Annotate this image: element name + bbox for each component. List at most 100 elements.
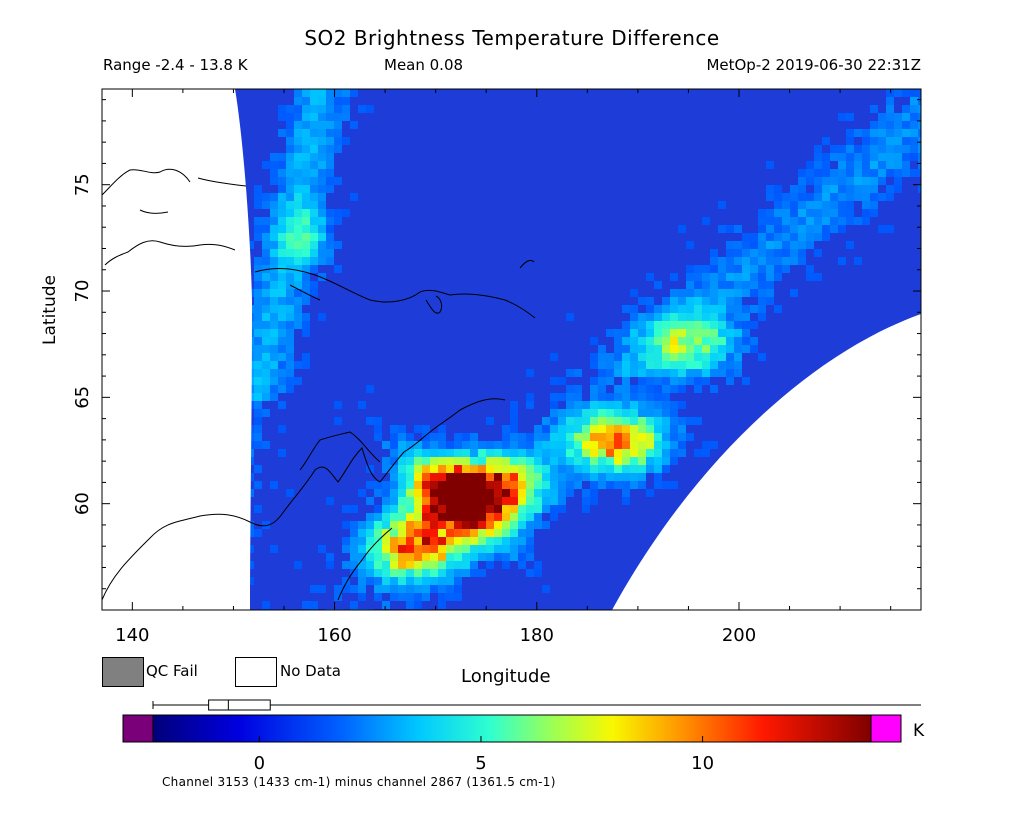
plot-frame (101, 88, 922, 611)
data-cell (454, 569, 462, 577)
data-cell (606, 409, 614, 417)
data-cell (638, 313, 646, 321)
data-cell (422, 441, 430, 449)
data-cell (646, 305, 654, 313)
data-cell (870, 137, 878, 145)
data-cell (870, 209, 878, 217)
data-cell (894, 145, 902, 153)
data-cell (582, 425, 590, 433)
data-cell (302, 249, 310, 257)
data-cell (566, 425, 574, 433)
data-cell (598, 457, 606, 465)
data-cell (662, 345, 670, 353)
data-cell (638, 401, 646, 409)
data-cell (286, 145, 294, 153)
data-cell (270, 353, 278, 361)
data-cell (406, 497, 414, 505)
data-cell (590, 441, 598, 449)
data-cell (798, 217, 806, 225)
data-cell (798, 241, 806, 249)
data-cell (454, 457, 462, 465)
data-cell (334, 241, 342, 249)
data-cell (390, 553, 398, 561)
data-cell (774, 217, 782, 225)
data-cell (462, 465, 470, 473)
data-cell (574, 425, 582, 433)
data-cell (374, 553, 382, 561)
data-cell (622, 337, 630, 345)
data-cell (278, 225, 286, 233)
data-cell (254, 273, 262, 281)
data-cell (454, 529, 462, 537)
data-cell (478, 465, 486, 473)
data-cell (822, 209, 830, 217)
data-cell (862, 209, 870, 217)
data-cell (518, 481, 526, 489)
data-cell (366, 497, 374, 505)
data-cell (606, 353, 614, 361)
data-cell (774, 305, 782, 313)
data-cell (430, 465, 438, 473)
data-cell (910, 97, 918, 105)
data-cell (598, 401, 606, 409)
data-cell (918, 161, 921, 169)
data-cell (758, 305, 766, 313)
data-cell (694, 321, 702, 329)
data-cell (462, 449, 470, 457)
data-cell (326, 185, 334, 193)
data-cell (638, 449, 646, 457)
data-cell (694, 377, 702, 385)
data-cell (278, 281, 286, 289)
data-cell (654, 337, 662, 345)
data-cell (862, 145, 870, 153)
data-cell (342, 137, 350, 145)
data-cell (422, 585, 430, 593)
data-cell (574, 481, 582, 489)
data-cell (742, 313, 750, 321)
data-cell (310, 233, 318, 241)
data-cell (622, 409, 630, 417)
data-cell (734, 281, 742, 289)
data-cell (710, 369, 718, 377)
data-cell (390, 457, 398, 465)
data-cell (398, 497, 406, 505)
data-cell (254, 313, 262, 321)
data-cell (462, 569, 470, 577)
coastline (299, 431, 381, 471)
data-cell (798, 185, 806, 193)
data-cell (814, 169, 822, 177)
data-cell (398, 513, 406, 521)
data-cell (414, 457, 422, 465)
data-cell (310, 129, 318, 137)
data-cell (294, 297, 302, 305)
data-cell (886, 145, 894, 153)
data-cell (398, 505, 406, 513)
data-cell (262, 385, 270, 393)
data-cell (694, 361, 702, 369)
data-cell (398, 465, 406, 473)
data-cell (406, 481, 414, 489)
data-cell (894, 113, 902, 121)
data-cell (718, 345, 726, 353)
data-cell (526, 489, 534, 497)
data-cell (902, 153, 910, 161)
data-cell (270, 345, 278, 353)
data-cell (310, 169, 318, 177)
data-cell (902, 137, 910, 145)
data-cell (270, 369, 278, 377)
data-cell (582, 457, 590, 465)
data-cell (326, 121, 334, 129)
data-cell (350, 89, 358, 97)
data-cell (406, 465, 414, 473)
data-cell (398, 521, 406, 529)
data-cell (670, 481, 678, 489)
data-cell (286, 137, 294, 145)
data-cell (470, 481, 478, 489)
data-cell (542, 521, 550, 529)
data-cell (870, 177, 878, 185)
data-cell (254, 433, 262, 441)
data-cell (566, 417, 574, 425)
data-cell (486, 545, 494, 553)
data-cell (686, 321, 694, 329)
data-cell (278, 249, 286, 257)
